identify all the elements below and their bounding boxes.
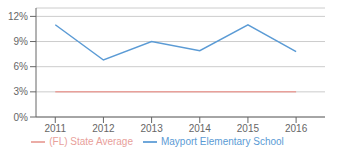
svg-text:2012: 2012	[92, 123, 115, 134]
svg-text:2013: 2013	[140, 123, 163, 134]
svg-text:2014: 2014	[189, 123, 212, 134]
html-text:Mayport Elementary School: Mayport Elementary School	[161, 135, 284, 147]
svg-text:2016: 2016	[285, 123, 308, 134]
html-text:(FL) State Average: (FL) State Average	[49, 135, 133, 147]
svg-text:9%: 9%	[14, 36, 29, 47]
svg-text:2015: 2015	[237, 123, 260, 134]
svg-text:2011: 2011	[45, 123, 67, 134]
svg-text:6%: 6%	[14, 61, 29, 72]
svg-text:12%: 12%	[8, 11, 28, 22]
svg-text:3%: 3%	[14, 86, 29, 97]
svg-text:0%: 0%	[14, 112, 29, 123]
